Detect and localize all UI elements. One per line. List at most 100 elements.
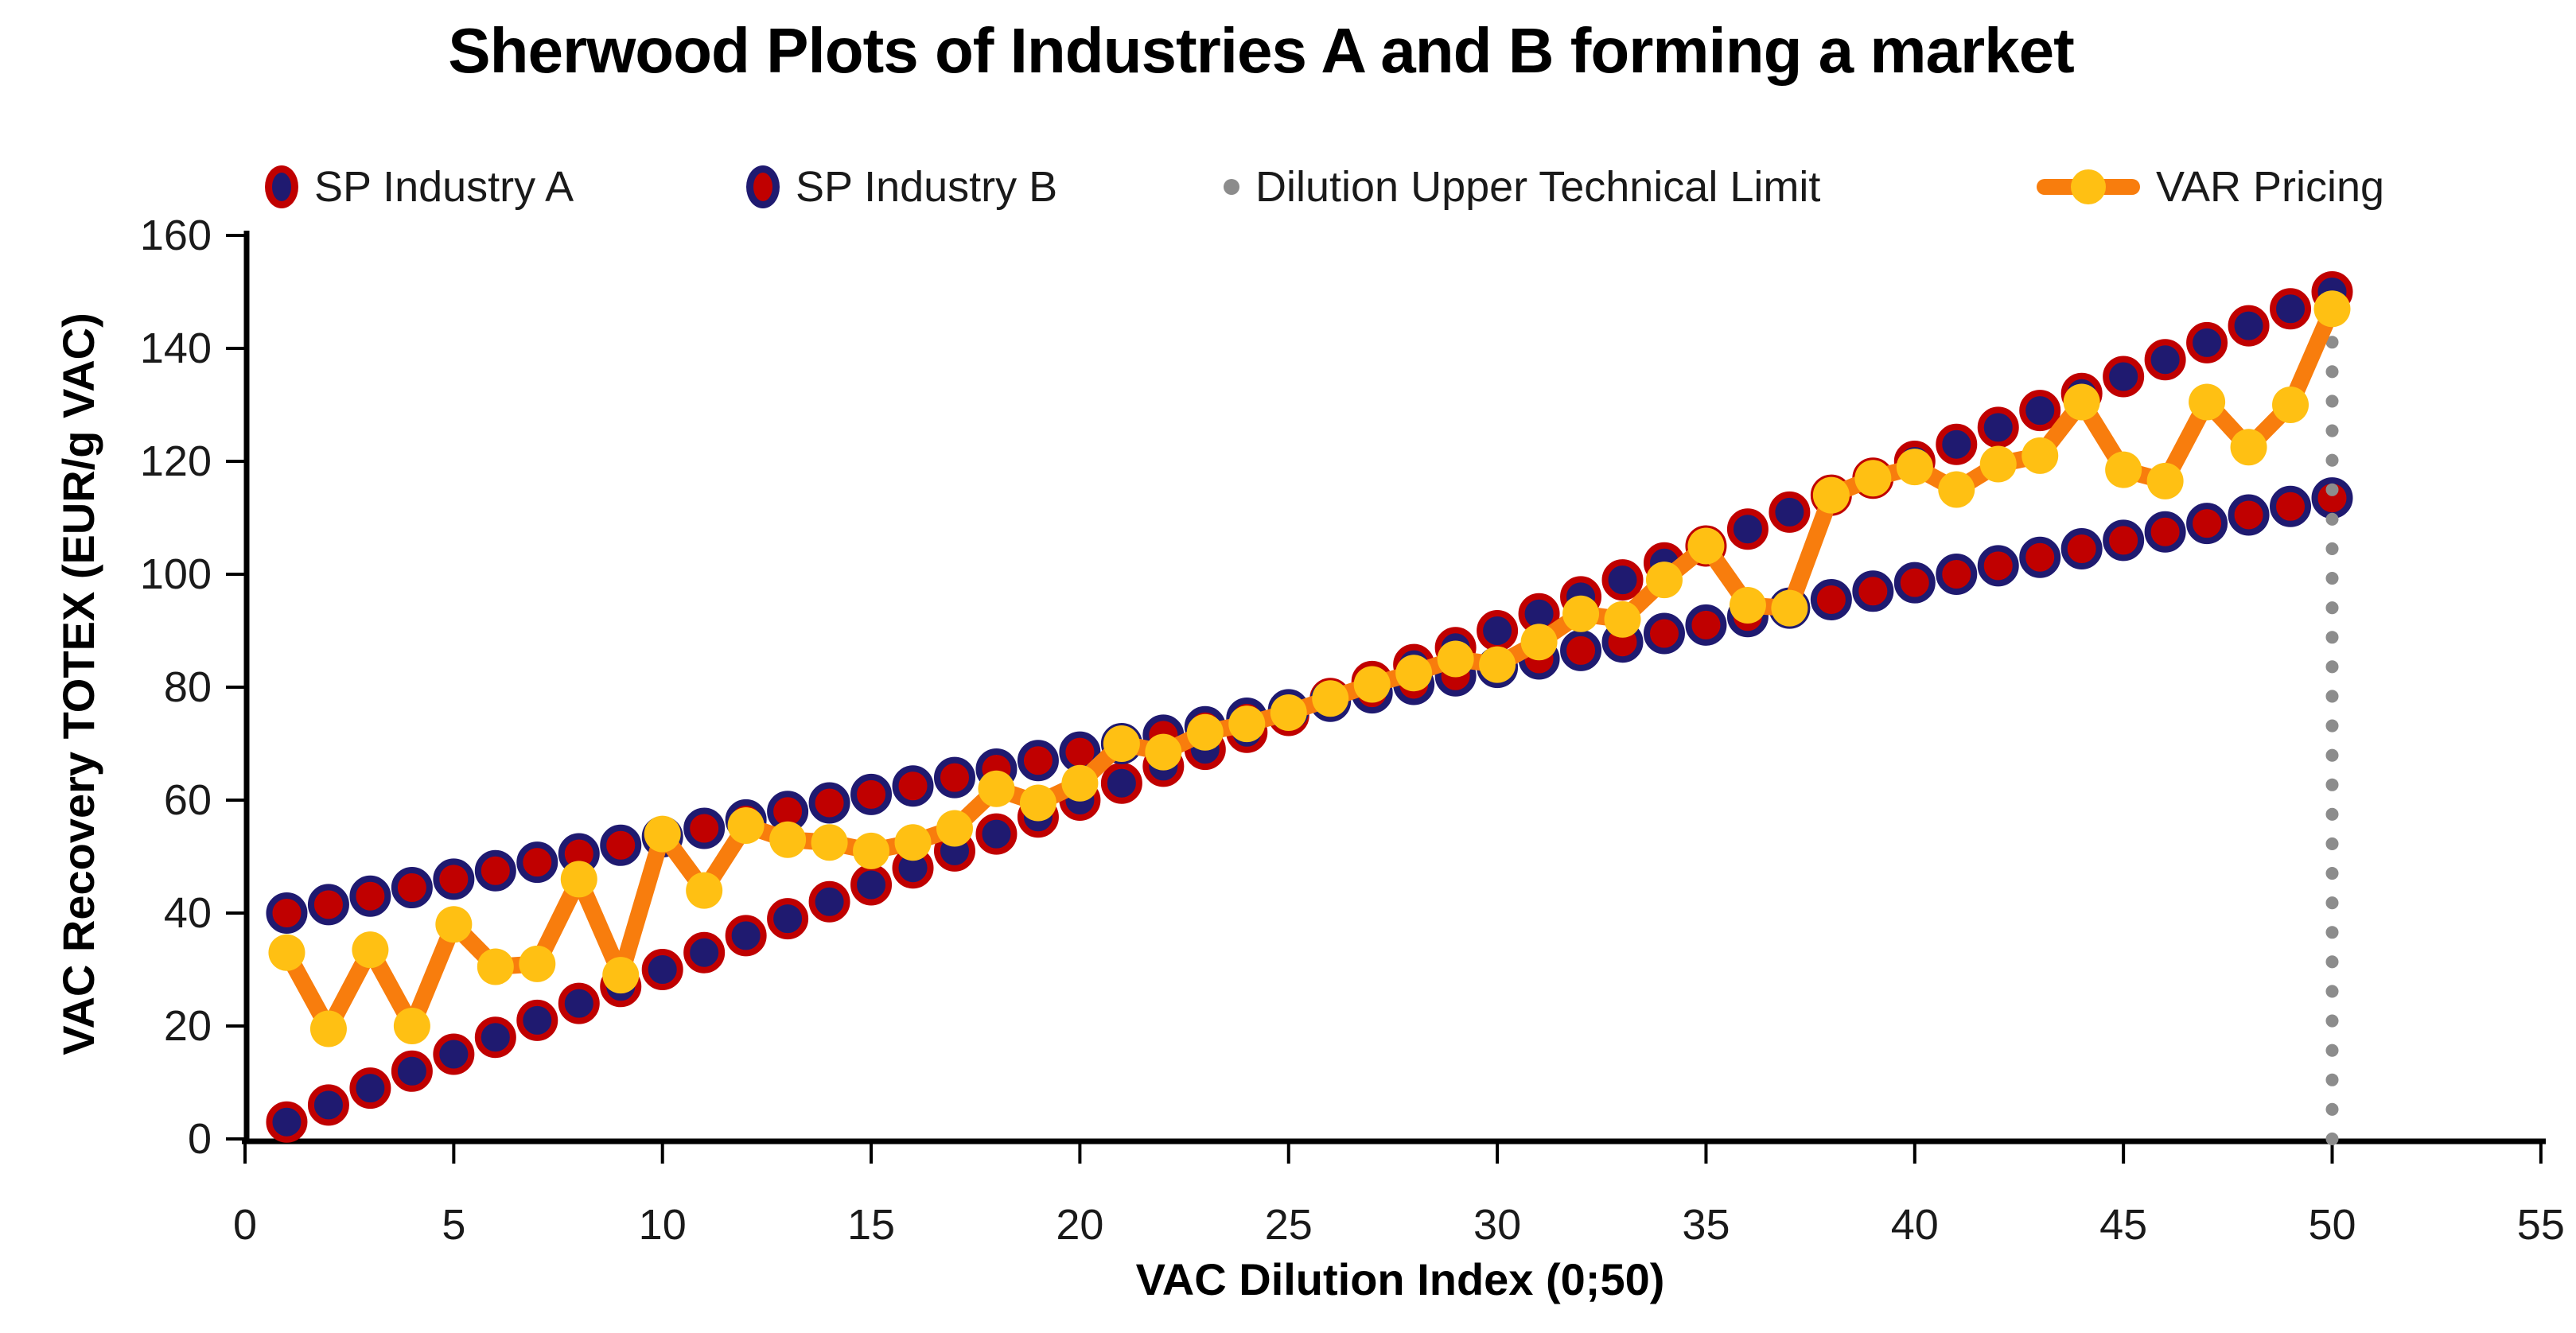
data-point-var-pricing [1520,624,1558,661]
data-point-var-pricing [352,931,389,969]
x-tick-label: 40 [1891,1201,1939,1249]
y-axis-title: VAC Recovery TOTEX (EUR/g VAC) [53,313,103,1055]
x-tick-label: 30 [1473,1201,1521,1249]
x-tick-label: 0 [233,1201,257,1249]
data-point-var-pricing [602,957,640,994]
y-tick-label: 140 [140,325,212,372]
data-point-industry-b [307,884,349,926]
data-point-industry-a [516,999,558,1041]
data-point-var-pricing [1395,655,1433,692]
dilution-dot-icon [1224,179,1239,195]
data-point-var-pricing [1812,476,1850,514]
y-tick-label: 80 [164,663,212,711]
legend-label: Dilution Upper Technical Limit [1255,163,1821,211]
data-point-var-pricing [811,824,848,861]
data-point-var-pricing [1687,527,1725,565]
data-point-industry-a [1977,406,2019,449]
data-point-industry-a [1726,508,1769,550]
data-point-var-pricing [1228,705,1266,743]
data-point-var-pricing [1145,733,1182,771]
data-point-industry-b [600,824,642,866]
data-point-var-pricing [1729,587,1766,624]
data-point-industry-a [349,1067,391,1110]
industry-a-marker-icon [265,165,298,208]
data-point-var-pricing [2272,387,2309,423]
data-point-var-pricing [2230,429,2267,466]
data-point-var-pricing [1353,666,1391,703]
data-point-industry-a [433,1033,475,1075]
data-point-var-pricing [978,770,1015,807]
data-point-industry-b [2186,503,2228,545]
data-point-industry-b [683,807,726,849]
var-pricing-marker-icon [2037,168,2140,206]
data-point-industry-a [2103,356,2145,398]
data-point-industry-a [975,813,1018,855]
data-point-var-pricing [1019,784,1056,822]
data-point-industry-b [1977,545,2019,587]
x-tick-label: 50 [2308,1201,2356,1249]
data-point-industry-a [558,982,600,1024]
data-point-var-pricing [1979,445,2017,483]
data-point-industry-b [433,858,475,900]
data-point-industry-a [1769,491,1811,533]
data-point-var-pricing [268,934,305,971]
data-point-var-pricing [853,832,890,869]
data-point-var-pricing [2313,290,2351,328]
data-point-industry-a [2186,321,2228,363]
data-point-industry-a [1601,559,1644,601]
x-tick-label: 10 [639,1201,687,1249]
x-tick-label: 5 [442,1201,465,1249]
data-point-industry-a [641,949,683,990]
x-tick-label: 45 [2099,1201,2147,1249]
data-point-industry-a [266,1101,308,1143]
data-point-industry-b [349,875,391,917]
data-point-industry-b [933,756,975,799]
data-point-industry-b [1643,612,1685,655]
data-point-var-pricing [1479,646,1516,683]
data-point-var-pricing [936,810,973,847]
data-point-industry-b [1017,740,1059,782]
x-tick-label: 15 [847,1201,895,1249]
data-point-industry-b [1852,570,1894,612]
y-tick-label: 60 [164,776,212,824]
data-point-industry-b [1560,629,1602,671]
data-point-var-pricing [393,1008,430,1044]
data-point-industry-b [516,841,558,884]
data-point-var-pricing [644,815,681,853]
data-point-var-pricing [2189,383,2226,421]
data-point-industry-a [2144,339,2186,381]
legend-label: VAR Pricing [2156,163,2385,211]
x-tick-label: 25 [1265,1201,1313,1249]
x-tick-label: 35 [1682,1201,1730,1249]
x-tick-label: 20 [1056,1201,1103,1249]
data-point-industry-b [892,765,934,807]
data-point-industry-b [391,867,433,909]
data-point-industry-b [2144,511,2186,553]
data-point-industry-b [266,892,308,934]
data-point-industry-a [683,931,726,974]
data-point-industry-b [2060,528,2103,570]
y-tick-label: 0 [188,1115,212,1163]
data-point-var-pricing [727,806,765,844]
x-tick-label: 55 [2517,1201,2565,1249]
data-point-industry-a [1936,423,1978,465]
data-point-industry-b [474,849,516,892]
data-point-industry-b [2103,519,2145,562]
data-point-industry-b [1810,578,1852,620]
legend-item-dilution-upper-technical-limit: Dilution Upper Technical Limit [1224,159,1820,215]
data-point-var-pricing [2146,462,2184,499]
data-point-var-pricing [2105,451,2142,488]
data-point-industry-a [2228,305,2270,347]
data-point-var-pricing [769,821,807,858]
data-point-var-pricing [1437,640,1474,678]
legend-item-var-pricing: VAR Pricing [2037,159,2384,215]
legend-item-sp-industry-b: SP Industry B [746,159,1057,215]
x-axis-title: VAC Dilution Index (0;50) [1136,1254,1665,1304]
y-tick-label: 100 [140,550,212,598]
data-point-industry-a [391,1050,433,1092]
data-point-industry-a [1100,762,1142,804]
data-point-industry-b [2228,494,2270,536]
data-point-industry-a [808,880,850,923]
